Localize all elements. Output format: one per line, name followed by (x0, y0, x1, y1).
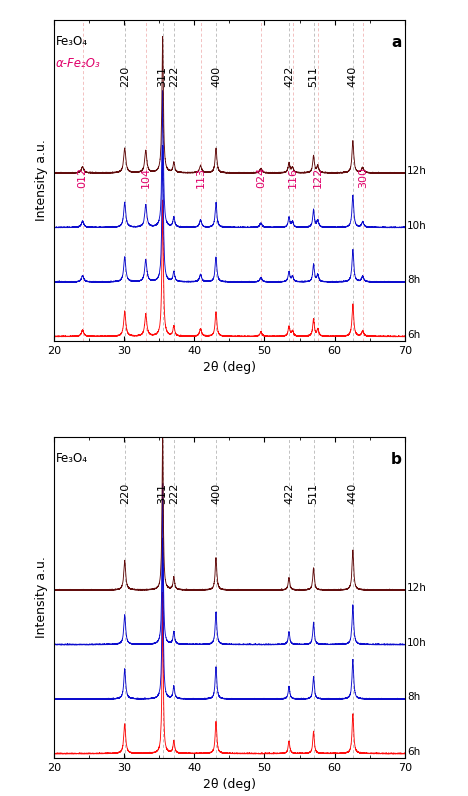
Text: 10h: 10h (407, 638, 427, 648)
Text: Fe₃O₄: Fe₃O₄ (56, 452, 88, 465)
Text: b: b (390, 452, 402, 466)
Text: 422: 422 (284, 482, 294, 504)
Y-axis label: Intensity a.u.: Intensity a.u. (35, 139, 48, 221)
Text: 511: 511 (308, 483, 319, 504)
Text: 113: 113 (196, 167, 205, 189)
Text: 440: 440 (348, 65, 358, 87)
Text: 511: 511 (308, 66, 319, 87)
Text: 400: 400 (211, 65, 221, 87)
Text: 122: 122 (313, 167, 323, 189)
Text: 311: 311 (158, 483, 168, 504)
Text: 8h: 8h (407, 275, 420, 285)
Text: 12h: 12h (407, 583, 427, 593)
Text: 024: 024 (256, 167, 266, 189)
Text: α-Fe₂O₃: α-Fe₂O₃ (56, 57, 101, 70)
Text: a: a (391, 35, 402, 50)
Text: 116: 116 (287, 167, 298, 189)
Text: 220: 220 (120, 482, 130, 504)
Text: 012: 012 (78, 167, 88, 189)
Text: 311: 311 (158, 66, 168, 87)
Text: 222: 222 (169, 65, 179, 87)
Text: 220: 220 (120, 65, 130, 87)
Y-axis label: Intensity a.u.: Intensity a.u. (35, 556, 48, 638)
Text: 6h: 6h (407, 747, 420, 757)
Text: 104: 104 (141, 167, 151, 189)
Text: 440: 440 (348, 482, 358, 504)
Text: 222: 222 (169, 482, 179, 504)
Text: 6h: 6h (407, 330, 420, 340)
Text: 10h: 10h (407, 220, 427, 231)
Text: 422: 422 (284, 65, 294, 87)
Text: 400: 400 (211, 482, 221, 504)
Text: Fe₃O₄: Fe₃O₄ (56, 35, 88, 48)
Text: 12h: 12h (407, 166, 427, 176)
X-axis label: 2θ (deg): 2θ (deg) (203, 778, 256, 791)
X-axis label: 2θ (deg): 2θ (deg) (203, 361, 256, 374)
Text: 300: 300 (358, 167, 368, 189)
Text: 8h: 8h (407, 692, 420, 702)
